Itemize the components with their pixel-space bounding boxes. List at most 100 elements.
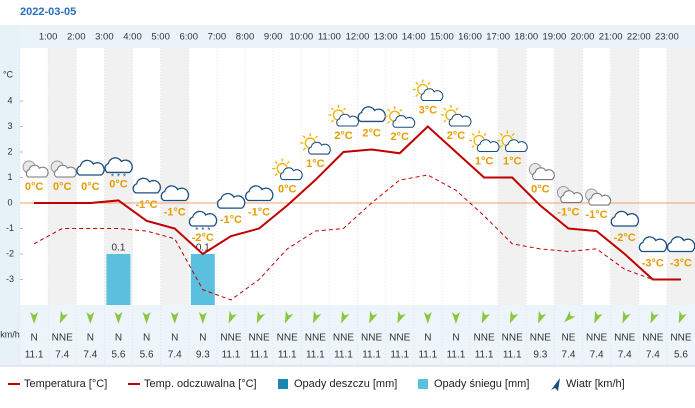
wind-direction: NNE xyxy=(670,333,691,344)
axis-panel xyxy=(0,25,20,365)
wind-arrow xyxy=(369,310,378,324)
temp-label: -3°C xyxy=(642,257,664,269)
y-tick-label: 1 xyxy=(7,172,12,182)
y-tick-label: -3 xyxy=(6,274,14,284)
wind-speed: 11.1 xyxy=(222,350,241,361)
wind-direction: NNE xyxy=(474,333,495,344)
cloud xyxy=(448,113,472,127)
weather-icon xyxy=(160,185,190,202)
chart-title: 2022-03-05 xyxy=(20,6,76,18)
temp-label: 2°C xyxy=(447,130,466,142)
wind-arrow xyxy=(59,310,69,324)
wind-speed: 5.6 xyxy=(140,350,154,361)
sun-ray xyxy=(387,120,391,124)
wind-arrow xyxy=(170,312,179,324)
wind-direction: NNE xyxy=(530,333,551,344)
wind-speed: 7.4 xyxy=(55,350,69,361)
x-tick-label: 17:00 xyxy=(486,32,510,43)
legend-label: Temperatura [°C] xyxy=(24,378,107,390)
cloud xyxy=(638,236,668,253)
wind-speed: 11.1 xyxy=(503,350,522,361)
cloud xyxy=(132,177,162,194)
cloud xyxy=(610,210,640,227)
x-tick-label: 9:00 xyxy=(264,32,283,43)
temp-label: 0°C xyxy=(25,181,44,193)
wind-arrow xyxy=(341,310,350,324)
wind-direction: N xyxy=(452,333,459,344)
weather-icon xyxy=(528,163,555,181)
temp-label: 2°C xyxy=(334,130,353,142)
wind-arrow xyxy=(622,310,631,324)
legend-label: Wiatr [km/h] xyxy=(566,378,625,390)
wind-arrow xyxy=(423,312,432,324)
wind-direction: N xyxy=(115,333,122,344)
night-band xyxy=(610,48,639,305)
wind-unit: km/h xyxy=(0,329,20,339)
x-tick-label: 12:00 xyxy=(346,32,370,43)
wind-arrow xyxy=(256,310,266,324)
weather-icon xyxy=(556,186,583,204)
precip-bar xyxy=(106,254,131,305)
sun-ray xyxy=(415,93,419,98)
wind-direction: N xyxy=(424,333,431,344)
weather-icon xyxy=(328,105,359,127)
y-tick-label: -1 xyxy=(6,223,14,233)
cloud xyxy=(476,139,500,153)
cloud-wrap xyxy=(420,88,444,102)
cloud xyxy=(392,115,416,128)
x-tick-label: 20:00 xyxy=(571,32,595,43)
sun-ray xyxy=(342,107,346,111)
wind-speed: 7.4 xyxy=(646,350,660,361)
wind-direction: NNE xyxy=(277,333,298,344)
precip-bar xyxy=(190,254,215,305)
cloud xyxy=(25,164,49,178)
legend-swatch xyxy=(551,378,560,391)
wind-speed: 11.1 xyxy=(334,350,353,361)
series-line xyxy=(33,174,681,301)
cloud xyxy=(308,141,331,155)
wind-speed: 11.1 xyxy=(306,350,325,361)
wind-direction: NNE xyxy=(220,333,241,344)
cloud xyxy=(504,139,528,153)
wind-speed: 5.6 xyxy=(111,350,125,361)
cloud-wrap xyxy=(560,190,583,204)
wind-arrow xyxy=(509,310,519,324)
wind-arrow xyxy=(313,310,322,324)
snowflake: * xyxy=(201,226,204,235)
wind-direction: N xyxy=(171,333,178,344)
wind-arrow xyxy=(594,310,603,324)
x-tick-label: 23:00 xyxy=(655,32,679,43)
wind-speed: 7.4 xyxy=(561,350,575,361)
cloud-wrap xyxy=(308,141,331,155)
wind-speed: 11.1 xyxy=(250,350,269,361)
wind-direction: NNE xyxy=(642,333,663,344)
wind-arrow xyxy=(86,312,95,324)
sun-ray xyxy=(455,107,459,111)
sun-ray xyxy=(471,144,475,149)
temp-label: 0°C xyxy=(109,178,128,190)
cloud xyxy=(588,192,612,206)
temp-label: -2°C xyxy=(192,232,214,244)
cloud xyxy=(245,185,274,202)
wind-speed: 7.4 xyxy=(590,350,604,361)
legend-swatch xyxy=(278,379,288,389)
temp-label: 3°C xyxy=(419,104,438,116)
wind-speed: 11.1 xyxy=(447,350,466,361)
sun-ray xyxy=(443,119,447,123)
wind-speed: 9.3 xyxy=(196,350,210,361)
cloud xyxy=(357,106,387,123)
cloud-wrap xyxy=(336,113,359,127)
weather-icon xyxy=(610,210,640,227)
sun-ray xyxy=(427,81,431,86)
cloud xyxy=(560,190,583,204)
weather-icon xyxy=(638,236,668,253)
weather-icon xyxy=(272,158,303,181)
weather-icon xyxy=(132,177,162,194)
temp-label: -1°C xyxy=(586,209,608,221)
cloud xyxy=(216,192,246,209)
wind-direction: NE xyxy=(561,333,575,344)
weather-icon xyxy=(585,188,612,206)
wind-speed: 7.4 xyxy=(83,350,97,361)
legend-label: Temp. odczuwalna [°C] xyxy=(144,378,257,390)
sun-ray xyxy=(274,161,278,165)
